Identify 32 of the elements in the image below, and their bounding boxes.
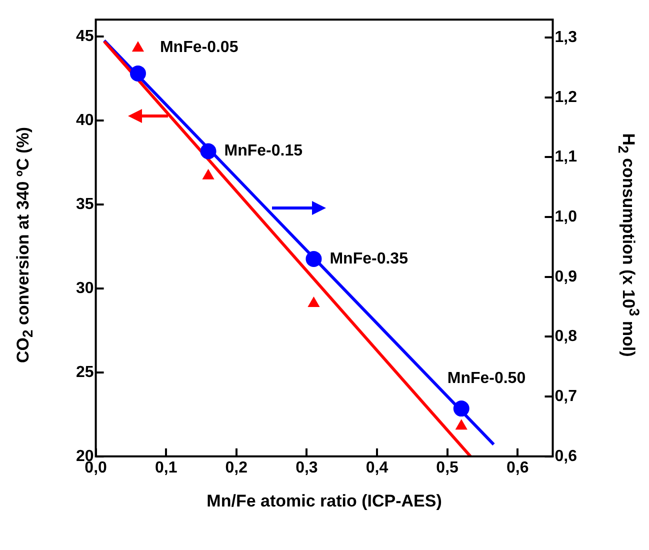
y-tick-label: 30 <box>76 280 94 297</box>
x-tick-label: 0,5 <box>436 459 459 476</box>
annotation: MnFe-0.50 <box>447 370 526 387</box>
point <box>130 65 146 82</box>
x-tick-label: 0,6 <box>506 459 529 476</box>
annotation: MnFe-0.05 <box>160 38 238 56</box>
point <box>132 41 144 52</box>
y2-tick-label: 0,8 <box>554 328 578 346</box>
x-axis-title: Mn/Fe atomic ratio (ICP-AES) <box>206 491 442 510</box>
point <box>308 296 320 308</box>
x-tick-label: 0,4 <box>366 459 388 476</box>
y-tick-label: 40 <box>76 112 94 129</box>
x-tick-label: 0,2 <box>225 459 248 476</box>
y2-tick-label: 0,6 <box>554 448 578 465</box>
y2-tick-label: 1,0 <box>554 208 578 226</box>
y2-tick-label: 1,1 <box>554 148 578 166</box>
y2-tick-label: 0,9 <box>554 268 578 286</box>
y2-tick-label: 1,3 <box>554 28 578 46</box>
annotation: MnFe-0.15 <box>224 142 303 160</box>
y2-tick-label: 0,7 <box>554 388 578 405</box>
annotation: MnFe-0.35 <box>330 250 408 268</box>
point <box>202 168 214 180</box>
x-tick-label: 0,1 <box>154 459 178 476</box>
point <box>453 400 470 417</box>
point <box>200 143 216 160</box>
y-tick-label: 25 <box>76 364 94 381</box>
y2-tick-label: 1,2 <box>554 88 578 106</box>
y-tick-label: 45 <box>76 28 94 45</box>
y-tick-label: 35 <box>76 196 94 213</box>
point <box>306 250 322 267</box>
point <box>455 419 468 430</box>
x-tick-label: 0,3 <box>296 459 318 476</box>
